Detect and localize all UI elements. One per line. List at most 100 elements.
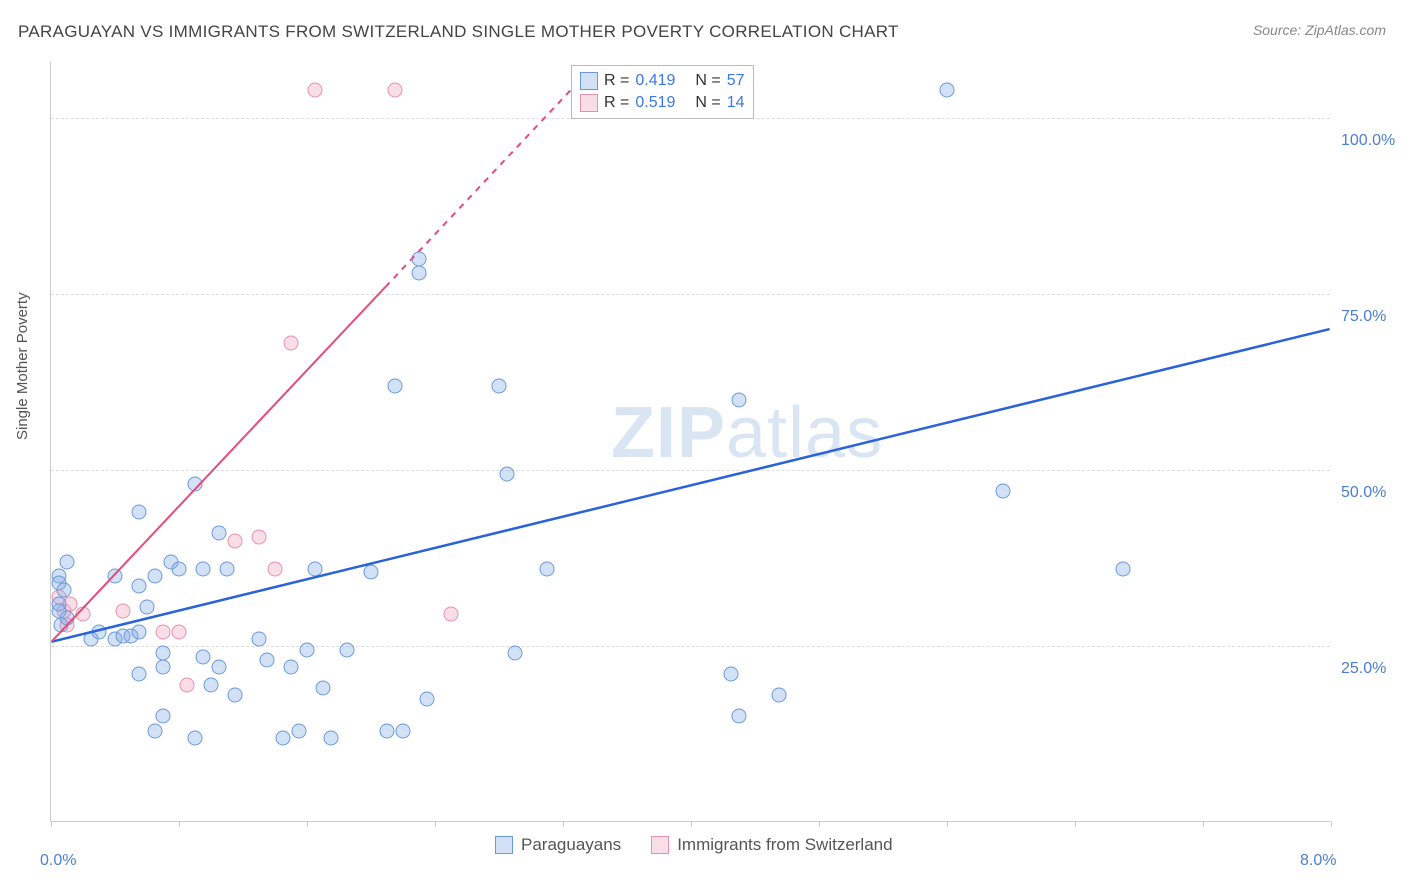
data-point-paraguayans [732, 392, 747, 407]
r-label: R = [604, 92, 629, 114]
n-value: 14 [727, 92, 745, 114]
data-point-paraguayans [1116, 561, 1131, 576]
data-point-paraguayans [276, 730, 291, 745]
y-tick-label: 25.0% [1341, 660, 1406, 678]
x-tick [691, 821, 692, 827]
data-point-paraguayans [772, 688, 787, 703]
data-point-paraguayans [92, 625, 107, 640]
legend-bottom-item-paraguayans: Paraguayans [495, 835, 621, 855]
data-point-paraguayans [420, 691, 435, 706]
data-point-paraguayans [196, 561, 211, 576]
y-tick-label: 75.0% [1341, 308, 1406, 326]
gridline [51, 294, 1330, 295]
x-tick [179, 821, 180, 827]
x-tick [51, 821, 52, 827]
data-point-paraguayans [220, 561, 235, 576]
data-point-paraguayans [60, 610, 75, 625]
r-value: 0.519 [635, 92, 675, 114]
data-point-paraguayans [364, 565, 379, 580]
data-point-paraguayans [284, 660, 299, 675]
y-axis-label: Single Mother Poverty [14, 292, 31, 440]
y-tick-label: 50.0% [1341, 484, 1406, 502]
data-point-paraguayans [412, 266, 427, 281]
chart-source: Source: ZipAtlas.com [1253, 22, 1386, 38]
gridline [51, 470, 1330, 471]
legend-bottom-item-swiss: Immigrants from Switzerland [651, 835, 892, 855]
x-tick [563, 821, 564, 827]
data-point-paraguayans [172, 561, 187, 576]
x-tick [1203, 821, 1204, 827]
data-point-swiss [388, 83, 403, 98]
legend-swatch-icon [651, 836, 669, 854]
data-point-swiss [284, 336, 299, 351]
data-point-swiss [172, 625, 187, 640]
data-point-paraguayans [308, 561, 323, 576]
data-point-swiss [116, 603, 131, 618]
x-tick [819, 821, 820, 827]
x-tick [1075, 821, 1076, 827]
x-tick-label-max: 8.0% [1300, 852, 1336, 870]
x-tick [435, 821, 436, 827]
data-point-swiss [156, 625, 171, 640]
scatter-plot: ZIPatlas R =0.419N =57R =0.519N =14 25.0… [50, 62, 1330, 822]
data-point-paraguayans [724, 667, 739, 682]
data-point-swiss [268, 561, 283, 576]
x-tick [947, 821, 948, 827]
data-point-paraguayans [508, 646, 523, 661]
x-tick-label-min: 0.0% [40, 852, 76, 870]
legend-swatch-icon [580, 94, 598, 112]
legend-swatch-icon [580, 72, 598, 90]
data-point-paraguayans [196, 649, 211, 664]
data-point-paraguayans [380, 723, 395, 738]
n-label: N = [695, 70, 720, 92]
data-point-paraguayans [540, 561, 555, 576]
watermark: ZIPatlas [611, 392, 883, 474]
data-point-paraguayans [388, 378, 403, 393]
data-point-paraguayans [212, 526, 227, 541]
data-point-paraguayans [188, 477, 203, 492]
data-point-paraguayans [140, 600, 155, 615]
legend-bottom-label: Paraguayans [521, 835, 621, 855]
data-point-paraguayans [212, 660, 227, 675]
trend-lines-svg [51, 62, 1330, 821]
data-point-paraguayans [188, 730, 203, 745]
data-point-paraguayans [108, 568, 123, 583]
data-point-paraguayans [396, 723, 411, 738]
r-label: R = [604, 70, 629, 92]
data-point-paraguayans [292, 723, 307, 738]
data-point-paraguayans [132, 579, 147, 594]
data-point-swiss [228, 533, 243, 548]
data-point-paraguayans [260, 653, 275, 668]
data-point-paraguayans [132, 667, 147, 682]
x-tick [1331, 821, 1332, 827]
legend-bottom-label: Immigrants from Switzerland [677, 835, 892, 855]
data-point-swiss [444, 607, 459, 622]
data-point-paraguayans [300, 642, 315, 657]
data-point-paraguayans [156, 646, 171, 661]
data-point-paraguayans [60, 554, 75, 569]
data-point-paraguayans [148, 568, 163, 583]
data-point-paraguayans [156, 709, 171, 724]
data-point-paraguayans [940, 83, 955, 98]
data-point-paraguayans [996, 484, 1011, 499]
data-point-paraguayans [252, 632, 267, 647]
data-point-swiss [308, 83, 323, 98]
y-tick-label: 100.0% [1341, 132, 1406, 150]
data-point-swiss [252, 530, 267, 545]
series-legend: Paraguayans Immigrants from Switzerland [495, 835, 893, 855]
n-label: N = [695, 92, 720, 114]
data-point-paraguayans [324, 730, 339, 745]
r-value: 0.419 [635, 70, 675, 92]
data-point-paraguayans [500, 466, 515, 481]
data-point-paraguayans [412, 252, 427, 267]
legend-row-paraguayans: R =0.419N =57 [580, 70, 745, 92]
data-point-paraguayans [148, 723, 163, 738]
x-tick [307, 821, 308, 827]
data-point-paraguayans [56, 582, 71, 597]
data-point-paraguayans [732, 709, 747, 724]
correlation-legend: R =0.419N =57R =0.519N =14 [571, 65, 754, 119]
data-point-paraguayans [316, 681, 331, 696]
data-point-paraguayans [156, 660, 171, 675]
data-point-paraguayans [204, 677, 219, 692]
data-point-paraguayans [132, 625, 147, 640]
